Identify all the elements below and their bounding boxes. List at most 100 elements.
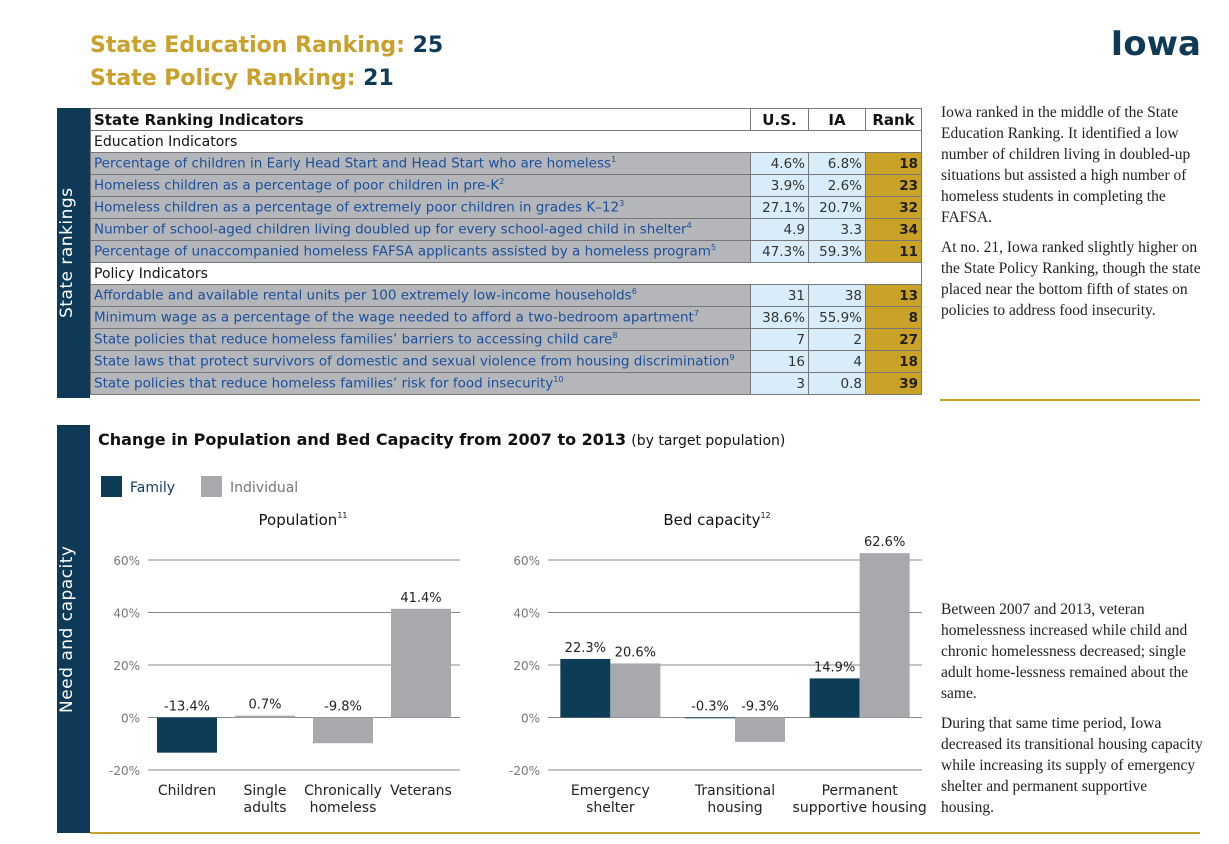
legend-swatch xyxy=(201,476,222,497)
us-value: 27.1% xyxy=(750,196,809,219)
value-label: -9.8% xyxy=(324,700,362,715)
indicator: State policies that reduce homeless fami… xyxy=(90,372,751,395)
x-tick-label: Single adults xyxy=(243,783,286,816)
y-tick-label: 60% xyxy=(513,554,540,568)
chart-title: Population11 xyxy=(259,511,348,529)
y-tick-label: 20% xyxy=(113,659,140,673)
rank: 39 xyxy=(865,372,922,395)
rank: 13 xyxy=(865,284,922,307)
column-header: IA xyxy=(808,108,866,131)
value-label: 14.9% xyxy=(814,660,855,675)
ia-value: 0.8 xyxy=(808,372,866,395)
note: Between 2007 and 2013, veteran homelessn… xyxy=(941,601,1189,702)
ia-value: 2 xyxy=(808,328,866,351)
y-tick-label: -20% xyxy=(509,764,540,778)
bar xyxy=(313,717,373,744)
section-row: Policy Indicators xyxy=(90,262,922,285)
indicator-row: State policies that reduce homeless fami… xyxy=(90,328,922,351)
ia-value: 20.7% xyxy=(808,196,866,219)
y-tick-label: 0% xyxy=(121,712,140,726)
rank: 23 xyxy=(865,174,922,197)
x-tick-label: Veterans xyxy=(390,783,452,799)
bar xyxy=(610,663,661,718)
legend-swatch xyxy=(101,476,122,497)
ia-value: 3.3 xyxy=(808,218,866,241)
value-label: 20.6% xyxy=(615,645,656,660)
indicator-label: Homeless children as a percentage of poo… xyxy=(94,177,500,194)
title: Change in Population and Bed Capacity fr… xyxy=(98,430,627,449)
indicator-label: State laws that protect survivors of dom… xyxy=(94,353,730,370)
footnote: 7 xyxy=(693,309,699,319)
label: State Policy Ranking: xyxy=(90,66,356,91)
chart-title-text: Population xyxy=(259,511,338,529)
x-tick-label: Emergency shelter xyxy=(571,783,650,816)
rank: 25 xyxy=(412,33,444,58)
state-name: Iowa xyxy=(1110,24,1201,64)
bar xyxy=(685,717,735,719)
rank: 32 xyxy=(865,196,922,219)
value-label: 22.3% xyxy=(565,641,606,656)
rankings-table: State Ranking Indicators U.S. IA Rank Educat… xyxy=(90,108,922,395)
x-tick-label: Children xyxy=(158,783,216,799)
footnote: 9 xyxy=(729,353,735,363)
y-tick-label: 60% xyxy=(113,554,140,568)
indicator-row: Homeless children as a percentage of ext… xyxy=(90,196,922,219)
bar xyxy=(235,715,295,718)
footnote: 10 xyxy=(553,375,564,385)
header-row: State Ranking Indicators U.S. IA Rank xyxy=(90,108,922,131)
footnote: 1 xyxy=(611,155,617,165)
y-tick-label: 0% xyxy=(521,712,540,726)
section-title: Policy Indicators xyxy=(90,262,922,285)
bar xyxy=(809,678,860,718)
rank: 27 xyxy=(865,328,922,351)
bar xyxy=(157,717,217,753)
chart-title-text: Bed capacity xyxy=(663,511,760,529)
us-value: 31 xyxy=(750,284,809,307)
footnote: 4 xyxy=(686,221,692,231)
notes-bottom: Between 2007 and 2013, veteran homelessn… xyxy=(941,599,1203,827)
note: Iowa ranked in the middle of the State E… xyxy=(941,104,1191,226)
bar xyxy=(735,717,785,742)
subtitle: (by target population) xyxy=(631,433,786,449)
indicator: Homeless children as a percentage of ext… xyxy=(90,196,751,219)
indicator: Number of school-aged children living do… xyxy=(90,218,751,241)
indicator-row: Homeless children as a percentage of poo… xyxy=(90,174,922,197)
rank: 34 xyxy=(865,218,922,241)
edu-ranking: State Education Ranking: 25 xyxy=(90,33,443,58)
value-label: 41.4% xyxy=(400,591,441,606)
bar xyxy=(560,658,611,718)
x-tick-label: Chronically homeless xyxy=(304,783,382,816)
rank: 11 xyxy=(865,240,922,263)
indicator: Affordable and available rental units pe… xyxy=(90,284,751,307)
footnote: 6 xyxy=(631,287,637,297)
rank: 18 xyxy=(865,350,922,373)
value-label: -13.4% xyxy=(164,700,210,715)
indicator-label: Percentage of unaccompanied homeless FAF… xyxy=(94,243,711,260)
ia-value: 6.8% xyxy=(808,152,866,175)
footnote: 3 xyxy=(619,199,625,209)
us-value: 4.9 xyxy=(750,218,809,241)
label: State Education Ranking: xyxy=(90,33,405,58)
rank: 8 xyxy=(865,306,922,329)
us-value: 47.3% xyxy=(750,240,809,263)
footnote: 2 xyxy=(499,177,505,187)
indicator-label: State policies that reduce homeless fami… xyxy=(94,331,613,348)
value-label: 0.7% xyxy=(248,698,281,713)
y-tick-label: -20% xyxy=(109,764,140,778)
rule xyxy=(90,832,1200,834)
bar xyxy=(859,553,910,718)
value-label: 62.6% xyxy=(864,535,905,550)
indicator-label: Affordable and available rental units pe… xyxy=(94,287,632,304)
column-header: Rank xyxy=(865,108,922,131)
indicator-label: State policies that reduce homeless fami… xyxy=(94,375,554,392)
indicator-label: Homeless children as a percentage of ext… xyxy=(94,199,620,216)
indicator-row: Affordable and available rental units pe… xyxy=(90,284,922,307)
legend-label: Individual xyxy=(230,480,298,496)
value-label: -9.3% xyxy=(741,700,779,715)
us-value: 7 xyxy=(750,328,809,351)
indicator-row: State policies that reduce homeless fami… xyxy=(90,372,922,395)
y-tick-label: 40% xyxy=(113,607,140,621)
rule xyxy=(940,399,1200,401)
